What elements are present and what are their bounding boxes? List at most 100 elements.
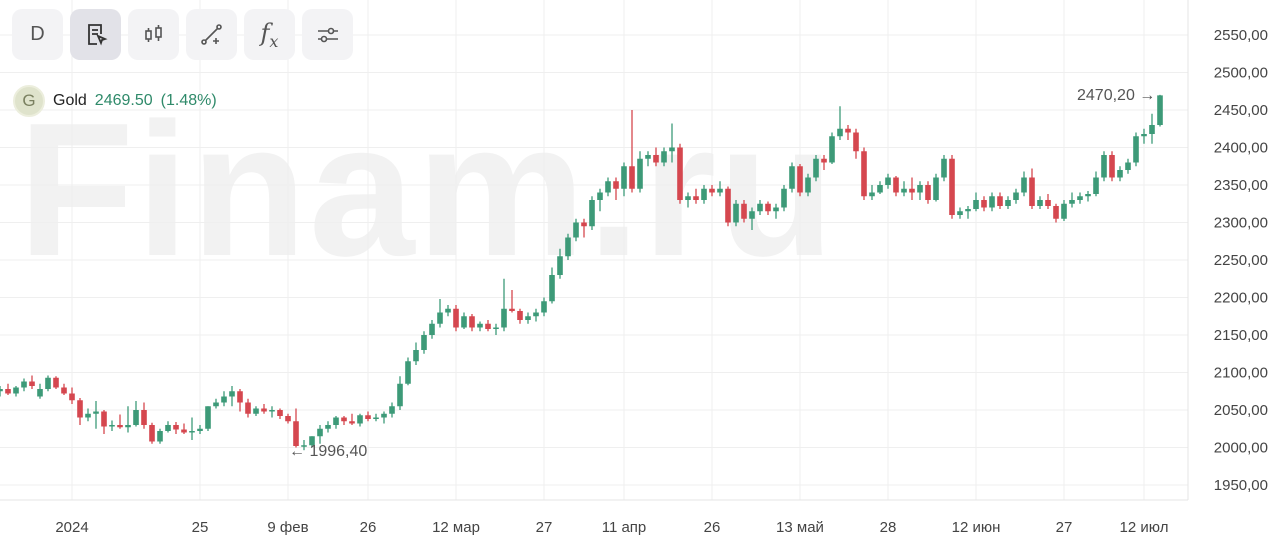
- x-tick-label: 27: [1056, 519, 1073, 536]
- candle: [621, 162, 627, 197]
- x-tick-label: 28: [880, 519, 897, 536]
- candle: [269, 406, 275, 418]
- candle: [765, 201, 771, 215]
- candle-body: [789, 166, 795, 189]
- candle: [357, 413, 363, 427]
- candle-body: [133, 410, 139, 425]
- candle-body: [989, 196, 995, 208]
- candle-body: [613, 181, 619, 189]
- candle-body: [1117, 170, 1123, 178]
- candle: [821, 155, 827, 170]
- candle: [37, 383, 43, 399]
- candle: [797, 164, 803, 197]
- select-mode-button[interactable]: [70, 9, 121, 60]
- candle-body: [389, 406, 395, 414]
- candle: [1053, 203, 1059, 223]
- candle-body: [765, 203, 771, 212]
- candle-body: [693, 196, 699, 200]
- candle: [69, 387, 75, 404]
- candle-body: [101, 411, 107, 427]
- drawing-tools-button[interactable]: [186, 9, 237, 60]
- candle: [749, 207, 755, 230]
- candle: [437, 299, 443, 328]
- candle: [941, 155, 947, 182]
- candle: [589, 196, 595, 230]
- candle-body: [1149, 125, 1155, 134]
- indicators-button[interactable]: fx: [244, 9, 295, 60]
- candle-body: [669, 147, 675, 152]
- candle-body: [661, 151, 667, 163]
- candle-body: [597, 192, 603, 200]
- candle-body: [69, 393, 75, 401]
- chart-type-button[interactable]: [128, 9, 179, 60]
- candle: [493, 323, 499, 335]
- candle-body: [1141, 134, 1147, 137]
- candle-body: [517, 311, 523, 320]
- candle-body: [453, 308, 459, 328]
- candle-body: [5, 389, 11, 394]
- candle: [717, 181, 723, 197]
- candle: [789, 162, 795, 193]
- y-tick-label: 2550,00: [1214, 27, 1268, 44]
- x-tick-label: 12 июл: [1120, 519, 1169, 536]
- high-value: 2470,20: [1077, 87, 1135, 104]
- candle-body: [61, 387, 67, 394]
- candle: [253, 406, 259, 416]
- candle-body: [589, 200, 595, 227]
- document-cursor-icon: [87, 23, 108, 46]
- candle: [165, 421, 171, 433]
- candle: [173, 422, 179, 434]
- candle: [181, 423, 187, 434]
- candle: [829, 132, 835, 164]
- candle: [877, 181, 883, 194]
- candle: [933, 173, 939, 202]
- candle-body: [285, 416, 291, 422]
- candle-body: [365, 415, 371, 419]
- candle: [125, 406, 131, 433]
- candle: [773, 203, 779, 219]
- candle-body: [621, 166, 627, 189]
- candle: [957, 207, 963, 219]
- timeframe-button[interactable]: D: [12, 9, 63, 60]
- candle-body: [1125, 162, 1131, 170]
- candle: [949, 155, 955, 219]
- candle-body: [165, 425, 171, 431]
- candle: [853, 128, 859, 159]
- candle: [45, 375, 51, 392]
- candle: [1085, 191, 1091, 202]
- candle: [661, 147, 667, 167]
- candle-body: [13, 387, 19, 394]
- candle: [733, 200, 739, 227]
- candle-body: [397, 383, 403, 407]
- candle: [901, 181, 907, 197]
- candle: [397, 376, 403, 410]
- candle: [221, 391, 227, 407]
- low-marker: ← 1996,40: [289, 443, 367, 461]
- candle-body: [93, 411, 99, 414]
- candle-body: [877, 185, 883, 193]
- candle: [1037, 196, 1043, 209]
- candle-body: [301, 445, 307, 447]
- candle-body: [965, 209, 971, 212]
- candle-body: [1045, 200, 1051, 206]
- candle-body: [333, 417, 339, 425]
- candle-body: [0, 389, 3, 392]
- candle-body: [277, 410, 283, 416]
- candle: [445, 305, 451, 317]
- candle-body: [189, 431, 195, 433]
- candle: [405, 357, 411, 386]
- x-tick-label: 25: [192, 519, 209, 536]
- candle: [613, 177, 619, 200]
- candle-body: [757, 203, 763, 212]
- candle: [781, 185, 787, 212]
- x-tick-label: 27: [536, 519, 553, 536]
- candle-body: [429, 323, 435, 335]
- candle: [85, 408, 91, 422]
- function-icon: fx: [260, 18, 279, 51]
- candle: [1013, 188, 1019, 204]
- candle-body: [813, 158, 819, 178]
- settings-button[interactable]: [302, 9, 353, 60]
- y-tick-label: 2250,00: [1214, 252, 1268, 269]
- candle-body: [373, 417, 379, 419]
